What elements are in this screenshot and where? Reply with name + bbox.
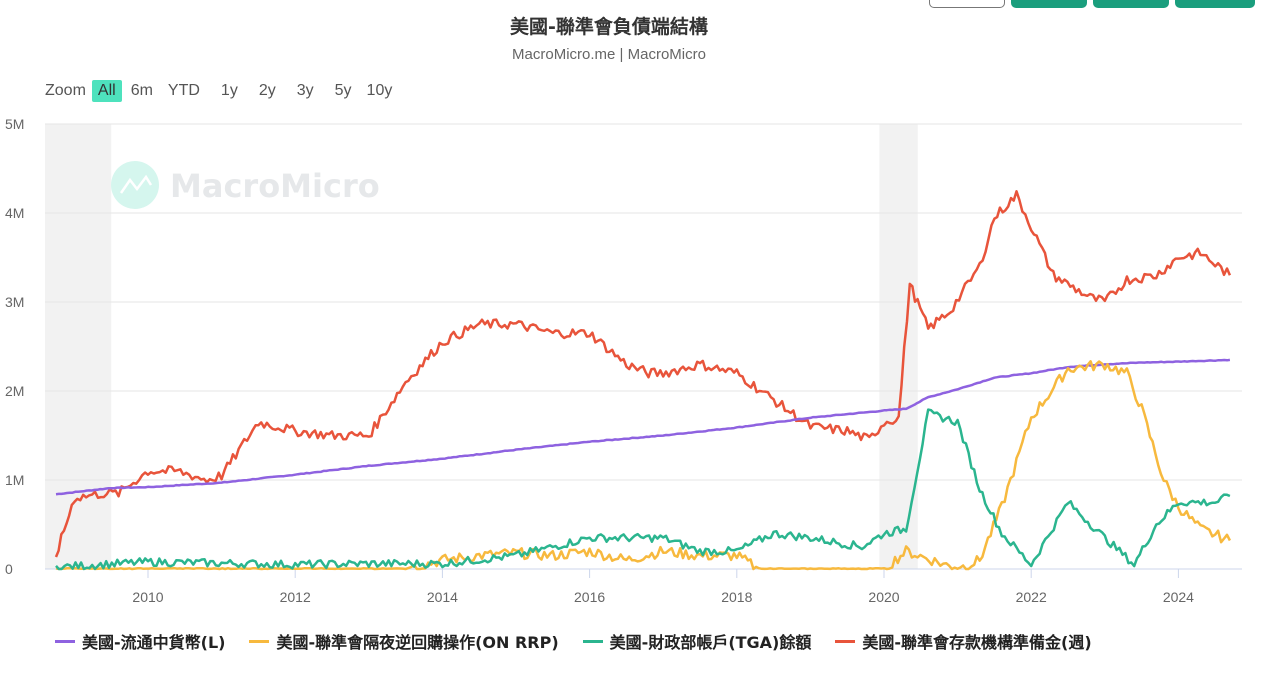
green-action-button-2[interactable] <box>1093 0 1169 8</box>
legend-label: 美國-流通中貨幣(L) <box>82 633 226 652</box>
watermark-text: MacroMicro <box>170 167 380 205</box>
range-selector: Zoom All 6m YTD 1y 2y 3y 5y 10y <box>45 80 401 102</box>
y-tick-label: 5M <box>5 116 24 132</box>
legend-item-reserves[interactable]: 美國-聯準會存款機構準備金(週) <box>835 629 1092 653</box>
y-tick-label: 2M <box>5 383 24 399</box>
series-reserves[interactable] <box>54 190 1232 558</box>
legend-item-tga[interactable]: 美國-財政部帳戶(TGA)餘額 <box>582 629 812 653</box>
zoom-all-button[interactable]: All <box>91 80 122 102</box>
y-tick-label: 0 <box>5 561 13 577</box>
x-tick-label: 2020 <box>868 589 899 605</box>
series-currency[interactable] <box>55 358 1231 496</box>
legend: 美國-流通中貨幣(L) 美國-聯準會隔夜逆回購操作(ON RRP) 美國-財政部… <box>55 629 1116 653</box>
chart-subtitle: MacroMicro.me | MacroMicro <box>512 46 706 63</box>
green-action-button-1[interactable] <box>1011 0 1087 8</box>
recession-band <box>879 124 918 569</box>
zoom-3y-button[interactable]: 3y <box>296 82 314 99</box>
series-lines <box>54 190 1232 571</box>
x-tick-label: 2016 <box>574 589 605 605</box>
x-tick-label: 2024 <box>1163 589 1194 605</box>
zoom-2y-button[interactable]: 2y <box>258 82 276 99</box>
zoom-6m-button[interactable]: 6m <box>130 82 153 99</box>
legend-item-onrrp[interactable]: 美國-聯準會隔夜逆回購操作(ON RRP) <box>249 629 559 653</box>
series-tga[interactable] <box>55 408 1231 571</box>
x-tick-label: 2012 <box>280 589 311 605</box>
logo-line <box>119 174 153 194</box>
x-tick-label: 2014 <box>427 589 458 605</box>
legend-label: 美國-聯準會存款機構準備金(週) <box>862 633 1092 652</box>
y-tick-label: 4M <box>5 205 24 221</box>
legend-line-icon <box>55 639 75 643</box>
series-onrrp[interactable] <box>55 360 1232 571</box>
x-tick-label: 2010 <box>132 589 163 605</box>
line-chart[interactable]: MacroMicro 0 1M 2M 3M 4M 5M 2010 2012 2014 2016 20… <box>0 0 1262 620</box>
zoom-ytd-button[interactable]: YTD <box>167 82 200 99</box>
legend-line-icon <box>249 639 270 643</box>
legend-line-icon <box>582 639 603 643</box>
legend-item-currency[interactable]: 美國-流通中貨幣(L) <box>55 629 225 653</box>
x-tick-label: 2022 <box>1016 589 1047 605</box>
outline-action-button[interactable] <box>929 0 1005 8</box>
zoom-5y-button[interactable]: 5y <box>334 82 352 99</box>
y-tick-label: 3M <box>5 294 24 310</box>
y-tick-label: 1M <box>5 472 24 488</box>
chart-title: 美國-聯準會負債端結構 <box>510 16 708 38</box>
legend-line-icon <box>835 639 856 643</box>
green-action-button-3[interactable] <box>1175 0 1255 8</box>
legend-label: 美國-財政部帳戶(TGA)餘額 <box>609 633 812 652</box>
legend-label: 美國-聯準會隔夜逆回購操作(ON RRP) <box>276 633 559 652</box>
recession-bands <box>45 124 918 569</box>
axes: 0 1M 2M 3M 4M 5M 2010 2012 2014 2016 2018 2020 2022 2… <box>5 116 1194 605</box>
zoom-label: Zoom <box>45 82 86 99</box>
zoom-10y-button[interactable]: 10y <box>366 82 393 99</box>
x-tick-label: 2018 <box>721 589 752 605</box>
zoom-1y-button[interactable]: 1y <box>220 82 238 99</box>
watermark: MacroMicro <box>111 161 380 209</box>
recession-band <box>45 124 112 569</box>
